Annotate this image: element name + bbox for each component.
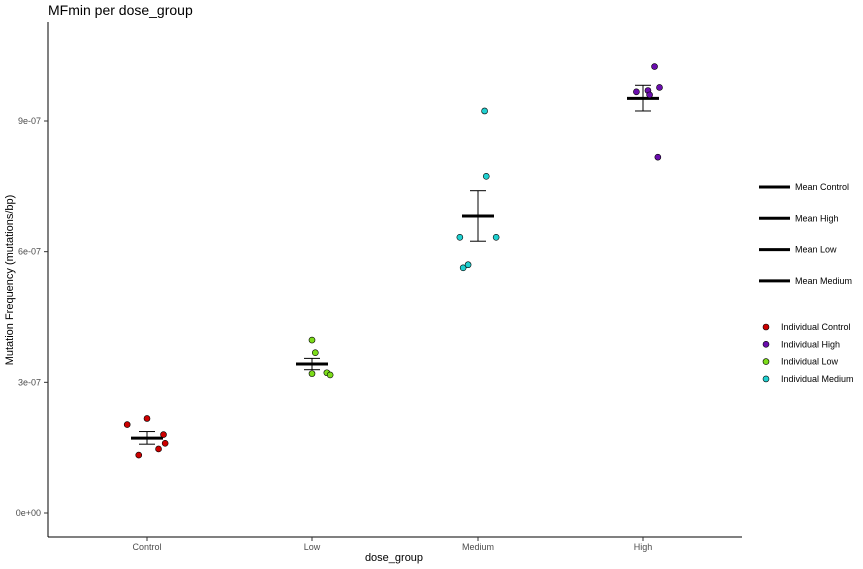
- legend-label: Individual Control: [781, 322, 851, 332]
- y-axis-title: Mutation Frequency (mutations/bp): [4, 195, 16, 366]
- legend-label: Mean Low: [795, 245, 837, 255]
- x-axis-title: dose_group: [365, 552, 423, 564]
- legend-point: [762, 323, 770, 331]
- point-medium: [481, 107, 488, 115]
- point-high: [646, 91, 653, 99]
- legend-label: Mean Control: [795, 182, 849, 192]
- chart-marks: [123, 63, 663, 459]
- point-control: [123, 421, 131, 428]
- point-low: [308, 370, 316, 377]
- x-tick-label: Low: [304, 542, 321, 552]
- y-tick-label: 3e-07: [18, 377, 41, 387]
- point-control: [135, 451, 143, 459]
- legend: Mean Control Mean High Mean Low Mean Medium…: [759, 182, 854, 384]
- point-high: [651, 63, 658, 70]
- point-control: [155, 445, 162, 453]
- legend-label: Individual Low: [781, 357, 839, 367]
- y-tick-label: 9e-07: [18, 116, 41, 126]
- y-tick-label: 0e+00: [16, 508, 41, 518]
- point-control: [161, 440, 169, 447]
- x-tick-label: Medium: [462, 542, 494, 552]
- point-low: [308, 336, 316, 344]
- legend-point: [762, 375, 770, 383]
- point-control: [143, 415, 151, 422]
- legend-label: Mean High: [795, 213, 839, 223]
- axes: 0e+00 3e-07 6e-07 9e-07 Control Low Medium High: [16, 22, 742, 552]
- legend-point: [762, 358, 770, 365]
- point-medium: [492, 233, 500, 241]
- point-low: [326, 371, 334, 379]
- point-medium: [456, 233, 464, 241]
- x-tick-label: High: [634, 542, 653, 552]
- x-tick-label: Control: [132, 542, 161, 552]
- point-low: [311, 349, 319, 357]
- legend-label: Individual Medium: [781, 374, 854, 384]
- point-control: [160, 431, 167, 438]
- legend-point: [762, 340, 770, 348]
- point-medium: [459, 264, 467, 272]
- legend-label: Mean Medium: [795, 276, 852, 286]
- point-high: [656, 84, 663, 91]
- point-high: [633, 88, 640, 96]
- point-medium: [464, 261, 472, 269]
- y-tick-label: 6e-07: [18, 247, 41, 257]
- point-medium: [482, 173, 490, 180]
- legend-label: Individual High: [781, 339, 840, 349]
- chart-title: MFmin per dose_group: [48, 2, 193, 18]
- point-high: [654, 153, 662, 161]
